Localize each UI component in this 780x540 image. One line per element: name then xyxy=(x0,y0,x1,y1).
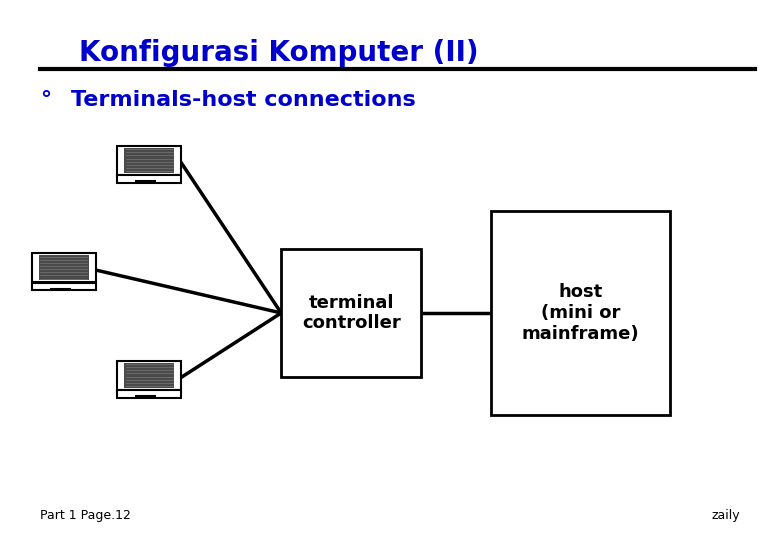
Bar xyxy=(124,147,174,173)
Bar xyxy=(117,390,181,397)
Bar xyxy=(31,253,96,282)
Bar xyxy=(31,283,96,290)
Text: Konfigurasi Komputer (II): Konfigurasi Komputer (II) xyxy=(79,39,479,67)
Bar xyxy=(124,362,174,388)
Text: host
(mini or
mainframe): host (mini or mainframe) xyxy=(522,283,640,343)
Bar xyxy=(491,211,670,415)
Bar xyxy=(38,255,89,280)
Text: Terminals-host connections: Terminals-host connections xyxy=(71,90,416,110)
Text: °: ° xyxy=(41,90,51,110)
Bar xyxy=(117,146,181,174)
Text: terminal
controller: terminal controller xyxy=(302,294,400,333)
Bar xyxy=(117,176,181,183)
Bar xyxy=(281,248,421,377)
Bar xyxy=(117,361,181,389)
Text: Part 1 Page.12: Part 1 Page.12 xyxy=(41,510,131,523)
Text: zaily: zaily xyxy=(711,510,739,523)
